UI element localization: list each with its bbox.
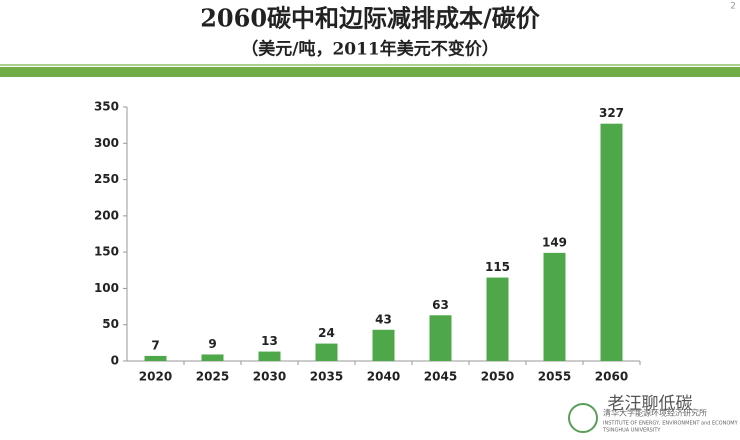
chart-subtitle: （美元/吨，2011年美元不变价） [241,39,499,60]
value-label: 327 [599,106,624,120]
institute-name-en: INSTITUTE OF ENERGY, ENVIRONMENT and ECO… [603,421,739,427]
bar [315,343,338,361]
institute-name: 清华大学能源环境经济研究所 [603,408,707,418]
bar [543,252,566,361]
value-label: 9 [208,337,216,351]
y-tick-label: 250 [94,172,119,186]
x-tick-label: 2020 [139,370,172,384]
x-tick-label: 2045 [424,370,457,384]
value-label: 63 [432,298,449,312]
page-number: 2 [730,2,736,12]
value-label: 115 [485,260,510,274]
chart-title: 2060碳中和边际减排成本/碳价 [200,4,541,33]
stripe-thin [0,64,740,66]
bar [201,354,224,361]
x-tick-label: 2040 [367,370,400,384]
x-tick-label: 2030 [253,370,286,384]
bar [144,355,167,361]
x-tick-label: 2035 [310,370,343,384]
logo [568,403,598,433]
value-label: 149 [542,235,567,249]
y-tick-label: 300 [94,136,119,150]
bar [600,123,623,361]
value-label: 7 [151,338,159,352]
bar [372,329,395,361]
bar [429,315,452,361]
watermark: 老汪聊低碳 [608,394,693,414]
x-tick-label: 2060 [595,370,628,384]
y-tick-label: 200 [94,208,119,222]
x-tick-label: 2050 [481,370,514,384]
bar [258,351,281,361]
y-tick-label: 150 [94,245,119,259]
y-tick-label: 0 [111,354,119,368]
x-tick-label: 2025 [196,370,229,384]
y-tick-label: 100 [94,281,119,295]
value-label: 13 [261,334,278,348]
institute-university: TSINGHUA UNIVERSITY [602,428,661,434]
stripe [0,67,740,77]
x-tick-label: 2055 [538,370,571,384]
value-label: 24 [318,326,335,340]
y-tick-label: 350 [94,100,119,114]
value-label: 43 [375,312,392,326]
bar [486,277,509,361]
y-tick-label: 50 [102,317,119,331]
